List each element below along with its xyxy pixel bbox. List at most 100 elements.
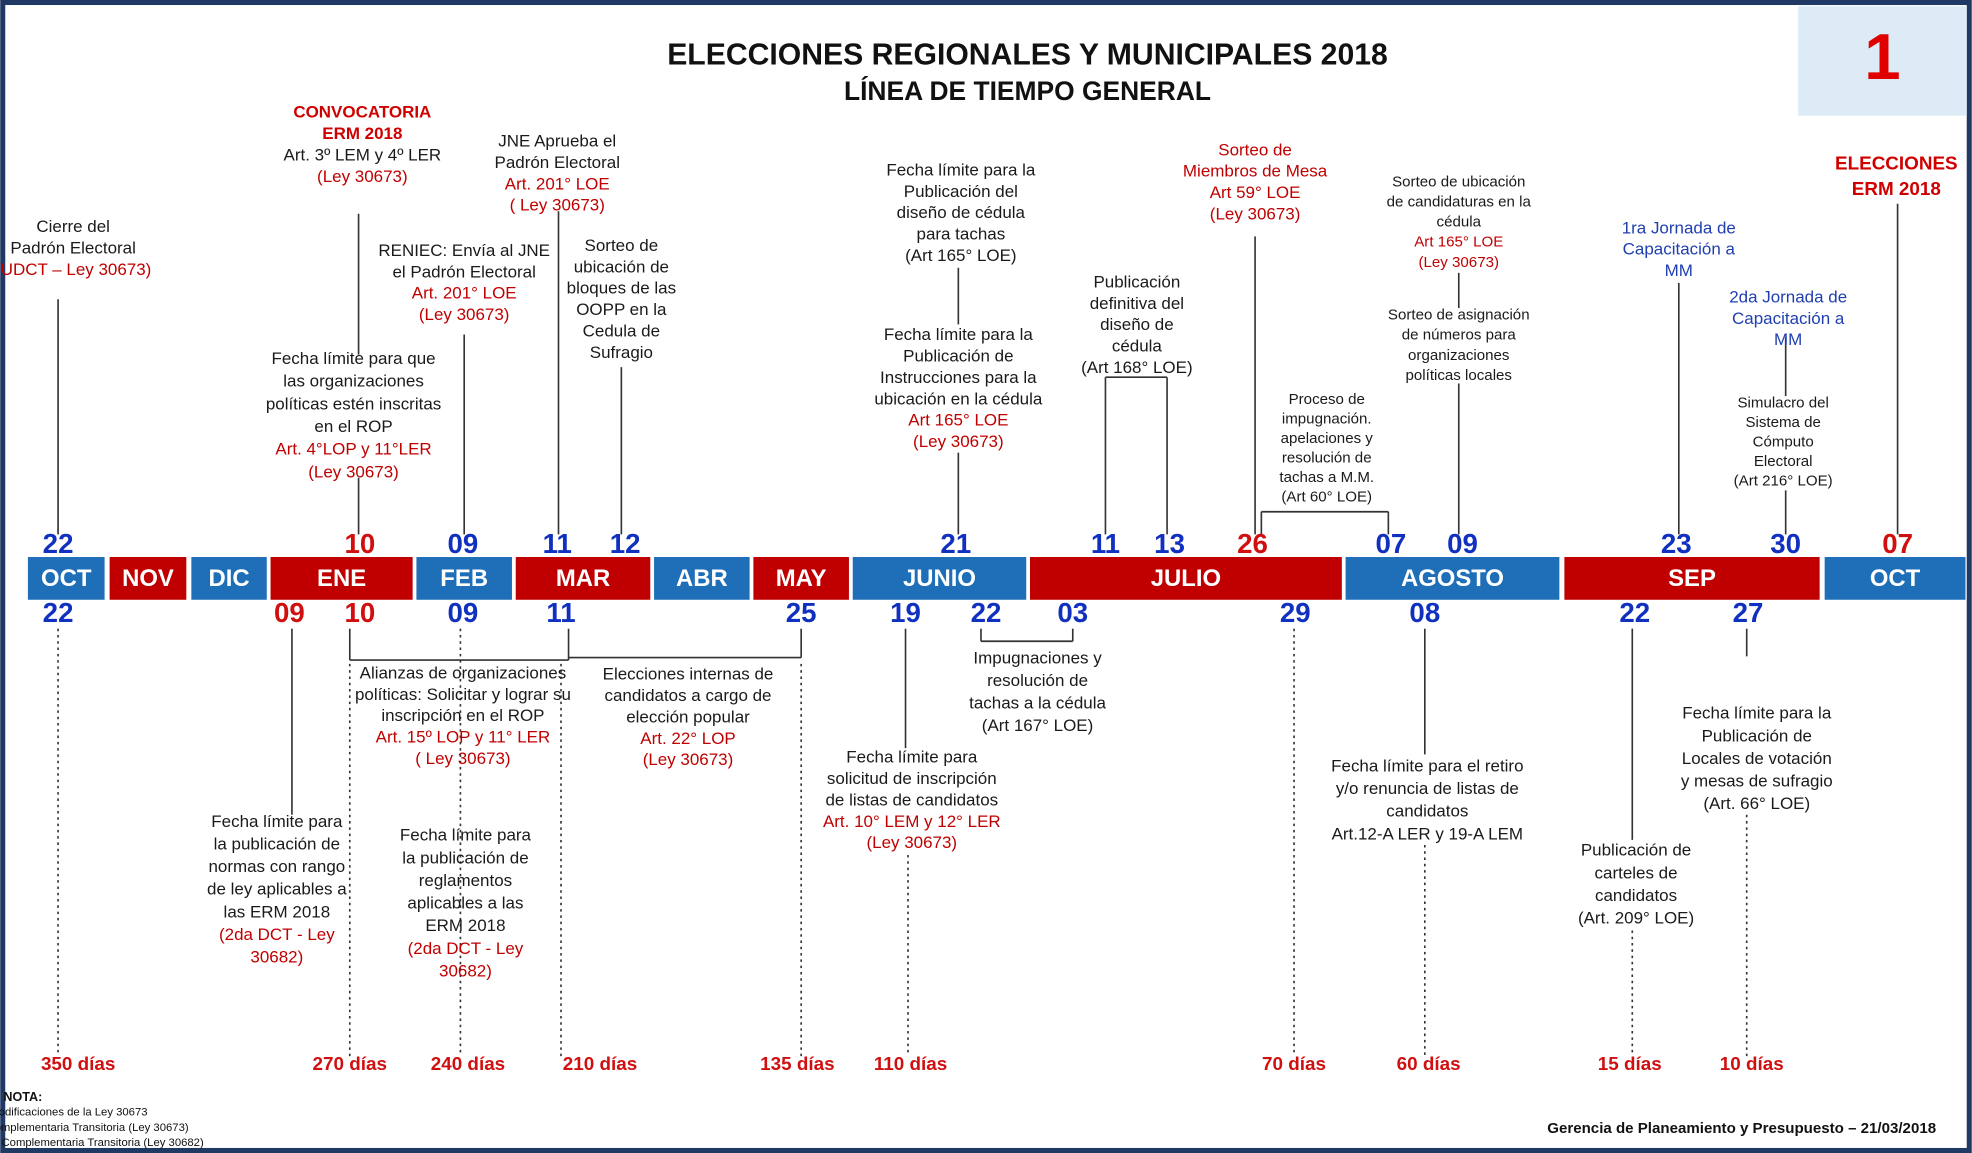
subtitle: LÍNEA DE TIEMPO GENERAL (844, 76, 1211, 106)
callout-line: Art 165° LOE (1414, 234, 1503, 251)
callout-line: y/o renuncia de listas de (1336, 779, 1519, 798)
countdown: 210 días (563, 1053, 637, 1074)
callout-line: Proceso de (1289, 391, 1365, 408)
callout-line: políticas locales (1406, 367, 1512, 384)
callout-line: de números para (1402, 327, 1517, 344)
callout-line: (Ley 30673) (867, 833, 958, 852)
month-box (416, 557, 512, 600)
countdown: 60 días (1397, 1053, 1461, 1074)
callout-line: (Art 168° LOE) (1081, 358, 1192, 377)
callout: Cierre del Padrón Electoral (UDCT – Ley 30… (0, 217, 151, 279)
callout: CONVOCATORIA ERM 2018 Art. 3º LEM y 4º LER… (284, 103, 442, 186)
callout-line: Publicación de (1702, 726, 1812, 745)
callout-line: Cómputo (1753, 434, 1814, 451)
month-label: NOV (122, 565, 174, 592)
callout-line: ERM 2018 (322, 124, 402, 143)
callout: Sorteo de Miembros de Mesa Art 59° LOE (Ley… (1183, 140, 1328, 223)
top-day: 11 (1091, 528, 1120, 559)
countdown: 350 días (41, 1053, 115, 1074)
callout-line: de candidaturas en la (1387, 193, 1532, 210)
callout-line: ERM 2018 (1852, 178, 1941, 199)
callout-line: Fecha límite para la (886, 160, 1036, 179)
top-day: 09 (1447, 528, 1478, 559)
callout-line: organizaciones (1408, 347, 1509, 364)
bottom-day: 08 (1409, 597, 1440, 628)
countdown: 110 días (874, 1053, 947, 1074)
callout-line: políticas estén inscritas (266, 394, 441, 413)
callout-line: Fecha límite para el retiro (1331, 756, 1523, 775)
callout-line: Impugnaciones y (973, 648, 1102, 667)
month-label: DIC (209, 565, 250, 592)
month-label: FEB (440, 565, 488, 592)
callout: Fecha límite para solicitud de inscripció… (823, 748, 1001, 853)
callout-line: carteles de (1595, 863, 1678, 882)
bottom-day: 19 (890, 597, 921, 628)
callout-line: Miembros de Mesa (1183, 162, 1328, 181)
callout-line: Alianzas de organizaciones (360, 663, 567, 682)
countdown: 135 días (760, 1053, 834, 1074)
callout-line: candidatos a cargo de (605, 686, 772, 705)
top-day: 26 (1237, 528, 1268, 559)
callout-line: (Ley 30673) (913, 432, 1004, 451)
month-label: SEP (1668, 565, 1716, 592)
callout: Alianzas de organizaciones políticas: Sol… (355, 663, 571, 768)
callout: Proceso de impugnación. apelaciones y resol… (1279, 391, 1374, 505)
callout-line: Publicación de (903, 347, 1013, 366)
top-day: 22 (43, 528, 74, 559)
month-box (654, 557, 750, 600)
callout-line: Publicación (1093, 272, 1180, 291)
callout: RENIEC: Envía al JNE el Padrón Electoral A… (378, 241, 550, 324)
connectors (57, 203, 1899, 1057)
top-day: 11 (543, 528, 572, 559)
callout-line: ubicación en la cédula (874, 389, 1042, 408)
callout-line: Sistema de (1745, 414, 1820, 431)
callout-line: Electoral (1754, 453, 1813, 470)
top-day: 09 (448, 528, 479, 559)
callout-line: (Ley 30673) (317, 167, 408, 186)
month-box (1030, 557, 1342, 600)
callout-line: definitiva del (1090, 294, 1184, 313)
callout-line: Sorteo de asignación (1388, 307, 1530, 324)
callout-line: tachas a M.M. (1279, 469, 1374, 486)
callout-line: (Art 216° LOE) (1734, 473, 1833, 490)
callout-line: reglamentos (419, 871, 512, 890)
callout-line: Art. 201° LOE (412, 284, 517, 303)
callout-line: CONVOCATORIA (293, 103, 431, 122)
callout-line: de listas de candidatos (825, 790, 998, 809)
callout-line: Elecciones internas de (603, 665, 774, 684)
bottom-day: 27 (1733, 597, 1764, 628)
callout-line: ubicación de (574, 257, 669, 276)
month-box (27, 557, 105, 600)
callout-line: la publicación de (214, 834, 340, 853)
countdown: 240 días (431, 1053, 505, 1074)
callout-line: (Art 165° LOE) (905, 246, 1016, 265)
callout-line: Art 165° LOE (908, 411, 1008, 430)
callout: Fecha límite para la Publicación del diseñ… (886, 160, 1036, 265)
bottom-day: 09 (274, 597, 305, 628)
callout-line: Art. 3º LEM y 4º LER (284, 145, 442, 164)
callout-line: (2da DCT - Ley (408, 939, 524, 958)
top-day: 07 (1882, 528, 1913, 559)
month-label: ABR (676, 565, 728, 592)
callout-line: 30682) (439, 961, 492, 980)
callout-line: apelaciones y (1281, 430, 1374, 447)
footer: Gerencia de Planeamiento y Presupuesto –… (1547, 1120, 1936, 1137)
callout-line: solicitud de inscripción (827, 769, 997, 788)
callout: Impugnaciones y resolución de tachas a la … (969, 648, 1106, 735)
month-box (1824, 557, 1966, 600)
top-day: 21 (940, 528, 971, 559)
callout: Sorteo de ubicación de candidaturas en la… (1387, 173, 1532, 270)
callout-line: Fecha límite para (846, 748, 978, 767)
callout-line: impugnación. (1282, 410, 1372, 427)
month-box (753, 557, 849, 600)
callout-line: (Art. 66° LOE) (1703, 794, 1810, 813)
bottom-day: 22 (971, 597, 1002, 628)
callout-line: diseño de (1100, 315, 1174, 334)
note-line: Considerando las modificaciones de la Le… (0, 1107, 148, 1119)
callout-line: 1ra Jornada de (1622, 218, 1736, 237)
callout-line: de ley aplicables a (207, 880, 347, 899)
bottom-day: 10 (344, 597, 375, 628)
callout: Elecciones internas de candidatos a cargo… (603, 665, 774, 770)
